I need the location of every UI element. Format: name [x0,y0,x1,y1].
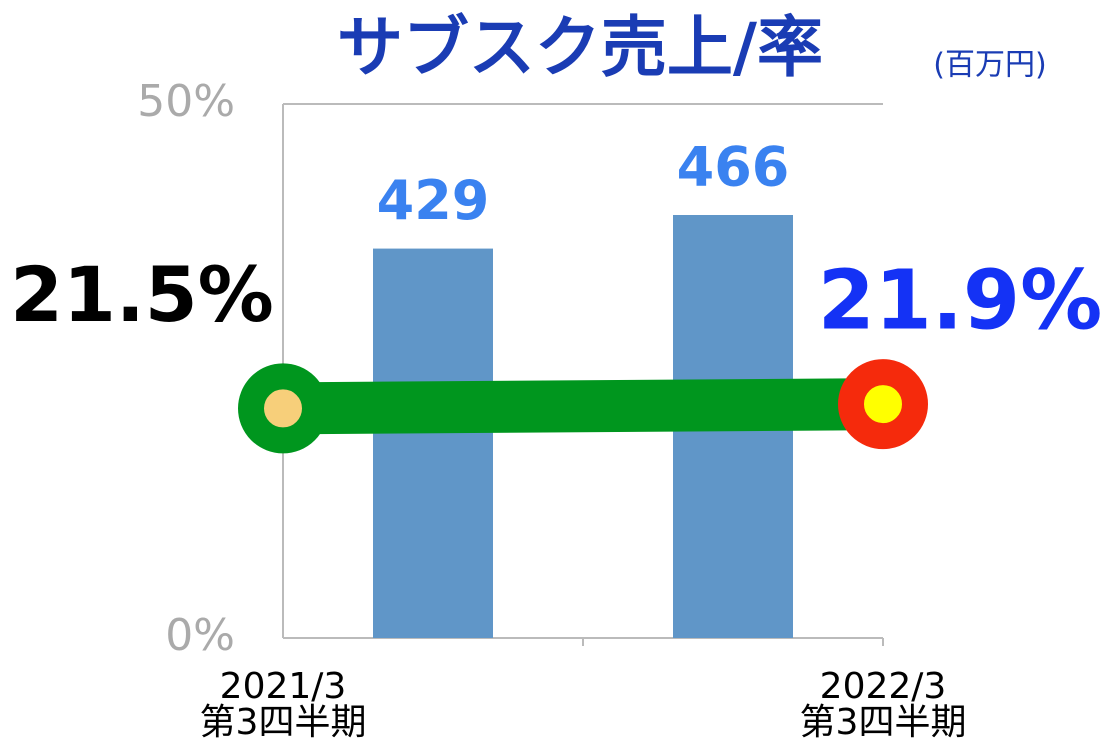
bar-value-label: 429 [377,169,490,232]
bar-value-label: 466 [677,136,790,199]
marker [238,363,328,454]
chart-subtitle: (百万円) [933,48,1046,83]
x-tick-line: 第3四半期 [200,702,367,743]
bar [373,248,493,639]
line-value-label: 21.9% [818,253,1102,348]
x-tick-line: 2022/3 [820,666,947,707]
x-tick-label: 2022/3 第3四半期 [800,666,967,743]
x-tick-label: 2021/3 第3四半期 [200,666,367,743]
y-tick-label: 0% [165,610,235,661]
marker [838,359,928,450]
y-tick-label: 50% [137,76,235,127]
line [282,378,884,435]
chart-title: サブスク売上/率 [337,9,823,86]
line-value-label: 21.5% [10,250,274,339]
x-tick-line: 2021/3 [220,666,347,707]
x-tick-line: 第3四半期 [800,702,967,743]
